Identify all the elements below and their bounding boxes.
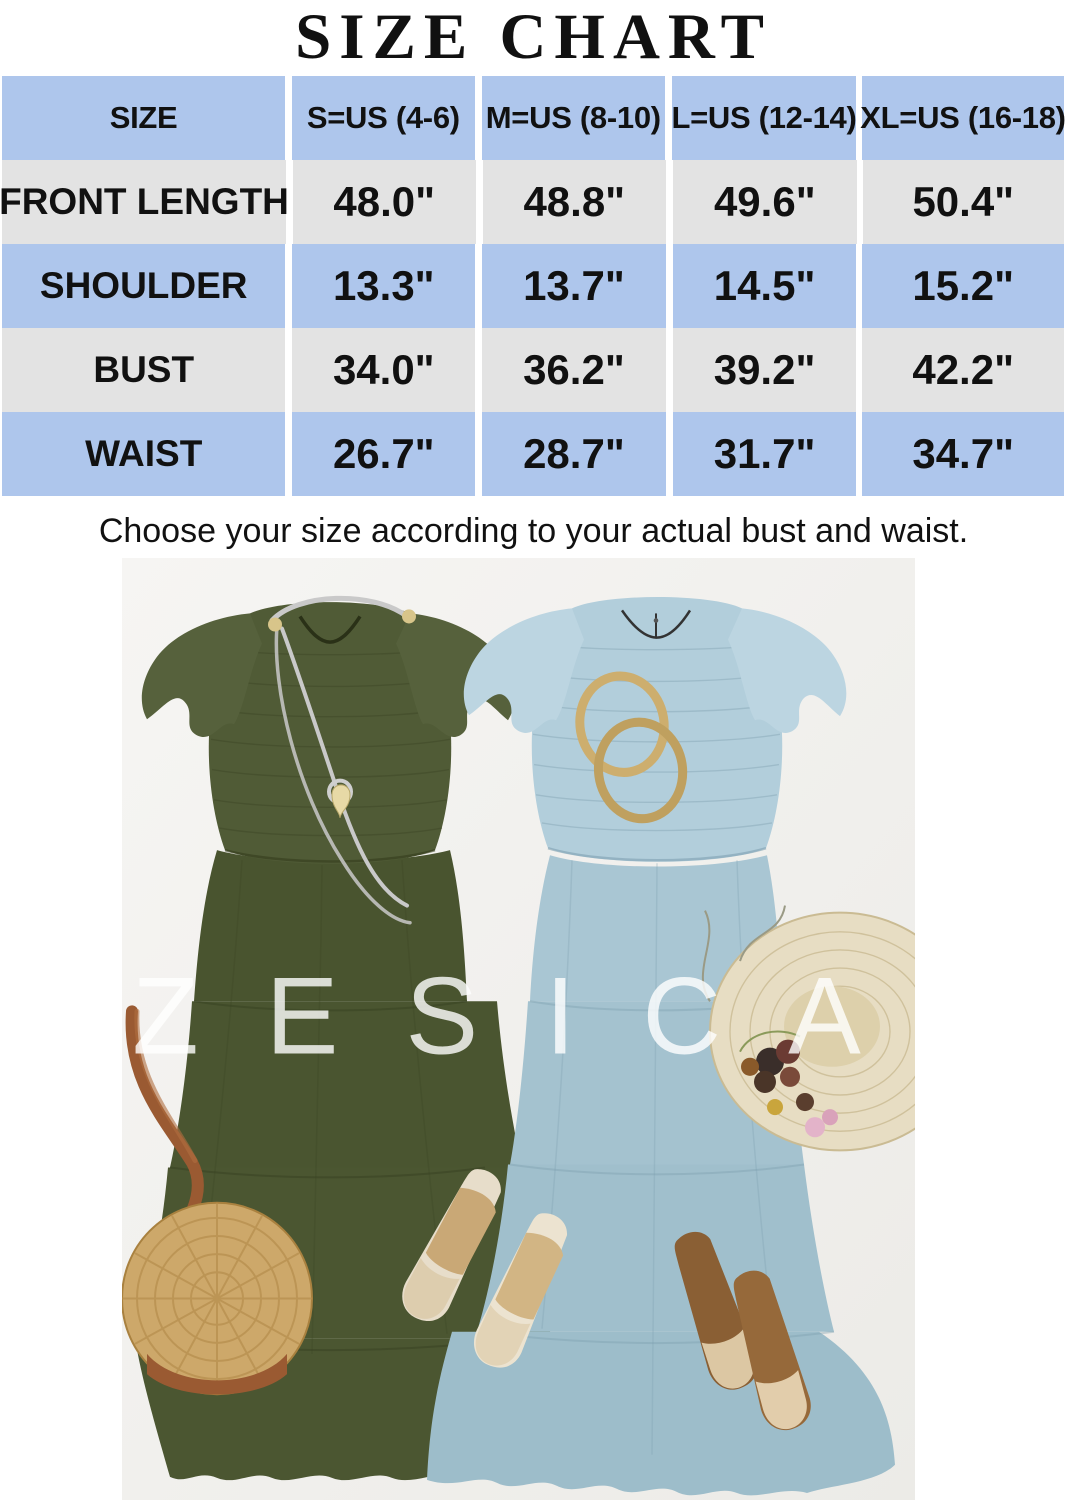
svg-text:ZESICA: ZESICA (132, 955, 915, 1077)
